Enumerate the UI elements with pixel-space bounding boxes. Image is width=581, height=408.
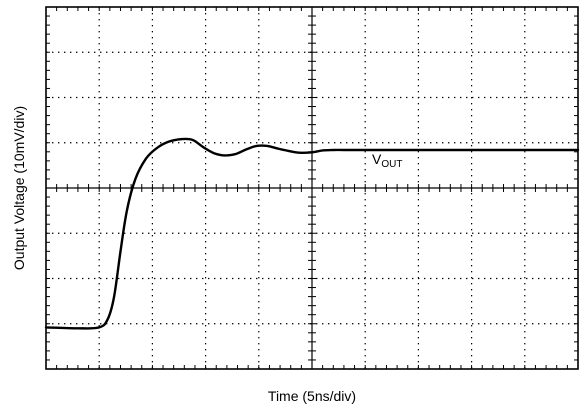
- series-label-subscript: OUT: [381, 159, 402, 170]
- series-label-main: V: [372, 151, 382, 167]
- y-axis-label: Output Voltage (10mV/div): [11, 106, 27, 270]
- x-axis-label: Time (5ns/div): [268, 388, 356, 404]
- series-label-vout: VOUT: [372, 151, 402, 170]
- series-line-vout: [44, 137, 580, 330]
- series-layer: [44, 137, 580, 330]
- center-axes: [45, 6, 579, 370]
- plot-frame: [45, 6, 579, 370]
